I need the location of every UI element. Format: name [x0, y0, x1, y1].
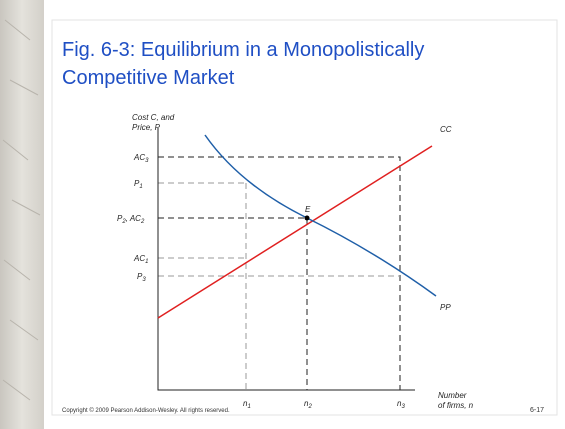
ac3-guide	[158, 156, 401, 390]
title-line: Competitive Market	[62, 67, 235, 89]
equilibrium-label: E	[305, 205, 311, 214]
y-axis-label: Price, P	[132, 123, 161, 132]
cc-label: CC	[440, 125, 452, 134]
pp-label: PP	[440, 303, 451, 312]
footer: Copyright © 2009 Pearson Addison-Wesley.…	[62, 407, 230, 414]
axes	[157, 128, 415, 391]
guides	[158, 156, 401, 390]
texture-strokes	[2, 19, 41, 401]
x-label: n1	[243, 399, 251, 410]
y-axis-label: Cost C, and	[132, 113, 175, 122]
n1-guide	[158, 182, 247, 390]
x-label: n2	[304, 399, 312, 410]
ac2-guide	[158, 217, 308, 390]
content-frame	[51, 19, 558, 416]
x-label: n3	[397, 399, 405, 410]
y-label: AC1	[133, 254, 148, 265]
y-label: AC3	[133, 153, 149, 164]
title-line: Fig. 6-3: Equilibrium in a Monopolistica…	[62, 39, 424, 61]
y-label: P3	[137, 272, 146, 283]
x-axis-label: Number	[438, 391, 467, 400]
page-number: 6-17	[530, 407, 544, 414]
texture-strip	[0, 0, 44, 429]
equilibrium-point	[304, 215, 310, 221]
y-label: P2, AC2	[117, 214, 145, 225]
x-axis-label: of firms, n	[438, 401, 474, 410]
cc-curve	[157, 145, 433, 319]
y-label: P1	[134, 179, 143, 190]
